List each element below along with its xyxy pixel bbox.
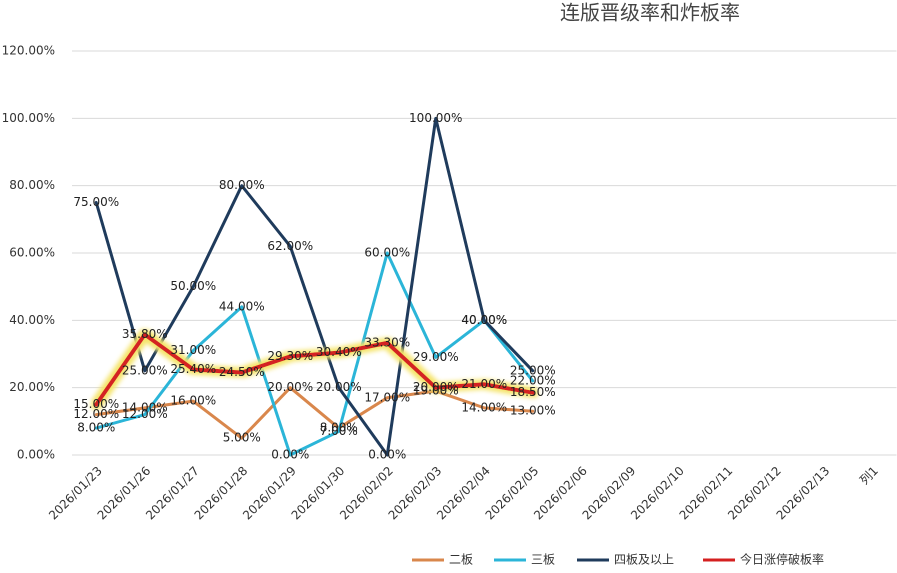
data-label: 80.00%: [219, 178, 265, 192]
data-label: 0.00%: [368, 448, 406, 462]
y-tick-label: 120.00%: [2, 44, 55, 58]
data-label: 16.00%: [170, 394, 216, 408]
data-label: 5.00%: [223, 431, 261, 445]
data-label: 75.00%: [73, 195, 119, 209]
data-label: 31.00%: [170, 343, 216, 357]
data-label: 15.00%: [73, 397, 119, 411]
data-label: 7.00%: [320, 424, 358, 438]
data-label: 25.40%: [170, 362, 216, 376]
data-label: 25.00%: [510, 363, 556, 377]
data-label: 12.00%: [73, 407, 119, 421]
series-line: [94, 116, 535, 457]
labels: 12.00% 14.00% 16.00%5.00%20.00%8.00%17.00%…: [73, 111, 555, 462]
y-tick-label: 40.00%: [9, 313, 55, 327]
data-label: 24.50%: [219, 365, 265, 379]
data-label: 29.00%: [413, 350, 459, 364]
data-label: 29.30%: [267, 349, 313, 363]
data-label: 12.00%: [122, 407, 168, 421]
data-label: 8.00%: [77, 421, 115, 435]
y-tick-label: 20.00%: [9, 380, 55, 394]
series-line: [94, 332, 535, 407]
data-label: 30.40%: [316, 345, 362, 359]
data-label: 13.00%: [510, 404, 556, 418]
data-label: 40.00%: [461, 313, 507, 327]
data-label: 18.50%: [510, 385, 556, 399]
series-line: [94, 251, 535, 457]
data-label: 17.00%: [364, 390, 410, 404]
y-tick-label: 0.00%: [17, 448, 55, 462]
y-tick-label: 80.00%: [9, 178, 55, 192]
data-label: 25.00%: [122, 363, 168, 377]
legend-label: 四板及以上: [614, 553, 674, 567]
data-label: 100.00%: [409, 111, 462, 125]
data-label: 33.30%: [364, 335, 410, 349]
x-tick-label: 列1: [857, 464, 881, 488]
y-tick-label: 100.00%: [2, 111, 55, 125]
legend-label: 三板: [531, 553, 555, 567]
legend-label: 二板: [449, 553, 473, 567]
data-label: 14.00%: [122, 400, 168, 414]
data-label: 40.00%: [461, 313, 507, 327]
data-label: 22.00%: [510, 373, 556, 387]
legend-label: 今日涨停破板率: [740, 552, 824, 567]
legend: 二板 三板 四板及以上 今日涨停破板率: [412, 552, 824, 567]
data-label: 44.00%: [219, 299, 265, 313]
y-tick-label: 60.00%: [9, 246, 55, 260]
data-label: 60.00%: [364, 246, 410, 260]
data-label: 62.00%: [267, 239, 313, 253]
data-label: 21.00%: [461, 377, 507, 391]
data-label: 0.00%: [271, 448, 309, 462]
data-label: 8.00%: [320, 421, 358, 435]
series-line: [94, 386, 535, 440]
data-label: 50.00%: [170, 279, 216, 293]
data-label: 20.00%: [267, 380, 313, 394]
data-label: 35.80%: [122, 327, 168, 341]
data-label: 14.00%: [461, 400, 507, 414]
chart-title: 连版晋级率和炸板率: [560, 1, 740, 25]
data-label: 20.00%: [316, 380, 362, 394]
data-label: 20.00%: [413, 380, 459, 394]
lines: [94, 116, 535, 457]
data-label: 19.00%: [413, 384, 459, 398]
